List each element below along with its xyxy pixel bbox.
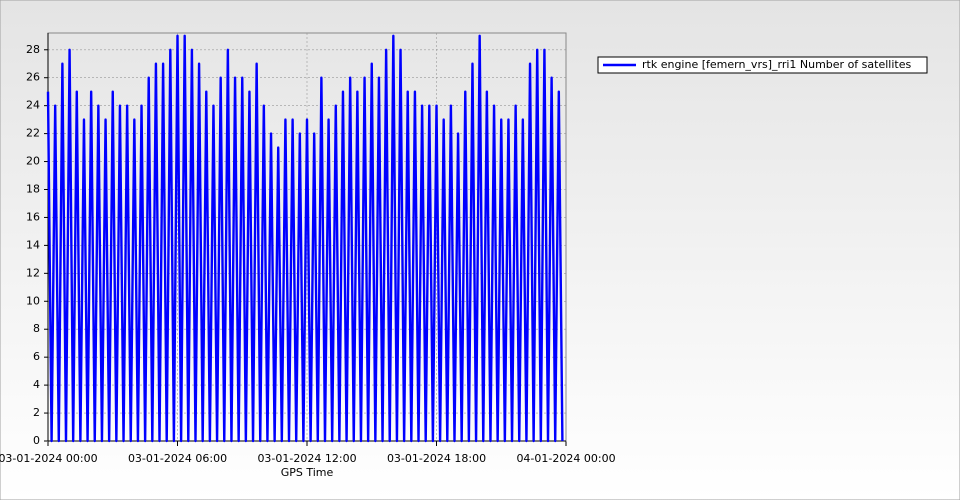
x-axis-label: GPS Time [281,466,334,479]
y-tick-label: 24 [26,99,40,112]
y-tick-label: 10 [26,294,40,307]
x-tick-label: 03-01-2024 00:00 [0,452,98,465]
legend-box [597,56,928,74]
y-tick-label: 22 [26,127,40,140]
y-tick-label: 12 [26,266,40,279]
y-tick-label: 28 [26,43,40,56]
legend: rtk engine [femern_vrs]_rri1 Number of s… [597,56,928,74]
y-tick-label: 4 [33,378,40,391]
y-tick-label: 14 [26,238,40,251]
y-tick-label: 16 [26,210,40,223]
x-tick-label: 03-01-2024 06:00 [128,452,227,465]
y-tick-label: 26 [26,71,40,84]
x-tick-label: 03-01-2024 18:00 [387,452,486,465]
x-tick-label: 04-01-2024 00:00 [516,452,615,465]
y-tick-label: 20 [26,155,40,168]
y-tick-label: 8 [33,322,40,335]
y-tick-label: 0 [33,434,40,447]
y-tick-label: 6 [33,350,40,363]
legend-label: rtk engine [femern_vrs]_rri1 Number of s… [642,58,911,71]
x-tick-label: 03-01-2024 12:00 [257,452,356,465]
series-line [46,34,564,443]
y-tick-label: 18 [26,182,40,195]
y-tick-label: 2 [33,406,40,419]
